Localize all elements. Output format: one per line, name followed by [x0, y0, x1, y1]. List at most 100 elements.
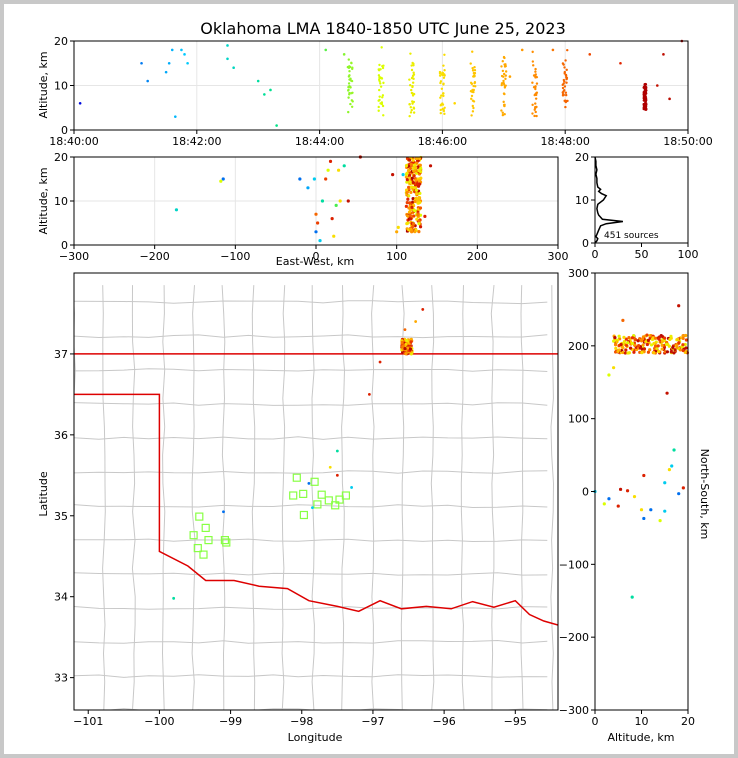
lightning-source-point [348, 91, 351, 95]
lightning-source-point [378, 80, 381, 83]
count-tick-label: 0 [592, 248, 599, 261]
lightning-source-point [417, 179, 421, 183]
lightning-source-point [377, 74, 381, 77]
lightning-source-point [561, 62, 565, 65]
lightning-source-point [183, 53, 186, 56]
lightning-source-point [501, 113, 505, 117]
lightning-source-point [404, 352, 408, 356]
lightning-source-point [405, 178, 409, 182]
lightning-source-point [318, 239, 322, 243]
lightning-source-point [140, 61, 143, 65]
lightning-source-point [403, 328, 407, 332]
lightning-source-point [409, 52, 412, 55]
lightning-source-point [418, 206, 423, 210]
lightning-source-point [665, 391, 669, 395]
lightning-source-point [566, 48, 569, 52]
lightning-source-point [347, 82, 351, 85]
lightning-source-point [473, 66, 476, 69]
lightning-source-point [404, 163, 409, 168]
lightning-source-point [439, 80, 443, 83]
lightning-source-point [314, 230, 318, 234]
lightning-source-point [418, 191, 422, 195]
lightning-source-point [379, 82, 382, 85]
lightning-source-point [562, 82, 565, 85]
lightning-source-point [672, 351, 676, 355]
lightning-source-point [500, 109, 503, 112]
lightning-source-point [640, 351, 644, 355]
lightning-source-point [671, 345, 675, 350]
lightning-source-point [442, 109, 446, 113]
lightning-source-point [410, 68, 414, 72]
count-tick-label: 50 [635, 248, 649, 261]
lightning-source-point [410, 205, 414, 209]
lightning-source-point [637, 344, 641, 348]
lightning-source-point [332, 234, 336, 238]
lightning-source-point [683, 342, 687, 347]
lightning-source-point [453, 102, 456, 105]
lightning-source-point [502, 81, 505, 84]
lightning-source-point [347, 110, 350, 114]
eastwest-xlabel: East-West, km [276, 255, 354, 268]
lightning-source-point [411, 102, 414, 105]
lightning-source-point [531, 112, 534, 115]
longitude-tick-label: −95 [504, 715, 527, 728]
lightning-source-point [504, 77, 507, 81]
county-line [191, 285, 196, 710]
lightning-source-point [508, 75, 512, 78]
lightning-source-point [470, 94, 474, 98]
lightning-source-point [342, 164, 346, 168]
lightning-source-point [263, 93, 266, 96]
lightning-source-point [408, 78, 411, 81]
lightning-source-point [411, 94, 415, 97]
lightning-source-point [336, 168, 341, 172]
lightning-source-point [644, 85, 648, 89]
lightning-source-point [314, 212, 318, 216]
lightning-source-point [412, 73, 416, 76]
lightning-source-point [646, 350, 651, 354]
lightning-source-point [472, 75, 475, 78]
lightning-source-point [501, 60, 504, 63]
county-line [251, 285, 256, 710]
lightning-source-point [469, 81, 473, 84]
altitude-histogram-line [594, 156, 623, 244]
lightning-source-point [535, 114, 538, 118]
time-tick-label: 18:42:00 [172, 135, 221, 148]
lightning-source-point [443, 112, 446, 116]
lightning-source-point [411, 224, 415, 228]
altitude-tick-label: 0 [592, 715, 599, 728]
lma-station-marker [299, 489, 308, 498]
lightning-source-point [672, 448, 676, 452]
lightning-source-point [534, 70, 537, 73]
lightning-source-point [564, 105, 567, 109]
lightning-source-point [404, 188, 409, 192]
lightning-source-point [413, 230, 417, 234]
lightning-source-point [442, 64, 445, 67]
lightning-source-point [617, 334, 621, 338]
lightning-source-point [535, 105, 538, 109]
lightning-source-point [565, 68, 568, 72]
lightning-source-point [677, 492, 681, 496]
lightning-source-point [626, 351, 630, 355]
lma-station-marker [289, 491, 298, 500]
county-line [161, 285, 166, 710]
lightning-source-point [414, 320, 418, 323]
lightning-source-point [382, 81, 385, 85]
lightning-source-point [401, 173, 405, 177]
lma-station-marker [222, 538, 231, 547]
lightning-source-point [670, 464, 674, 468]
lightning-source-point [677, 341, 681, 345]
lightning-source-point [616, 349, 620, 354]
lightning-source-point [621, 350, 625, 355]
lightning-source-point [222, 510, 225, 514]
lightning-source-point [562, 93, 565, 97]
lightning-source-point [504, 63, 507, 66]
figure-canvas: Oklahoma LMA 1840-1850 UTC June 25, 2023… [37, 19, 713, 744]
lightning-source-point [443, 74, 446, 77]
lightning-source-point [347, 96, 350, 99]
lightning-source-point [564, 91, 568, 94]
lightning-source-point [500, 74, 504, 78]
lightning-source-point [78, 102, 82, 105]
lightning-source-point [656, 344, 660, 348]
altitude-eastwest-ylabel: Altitude, km [37, 167, 50, 234]
lightning-source-point [407, 206, 411, 210]
